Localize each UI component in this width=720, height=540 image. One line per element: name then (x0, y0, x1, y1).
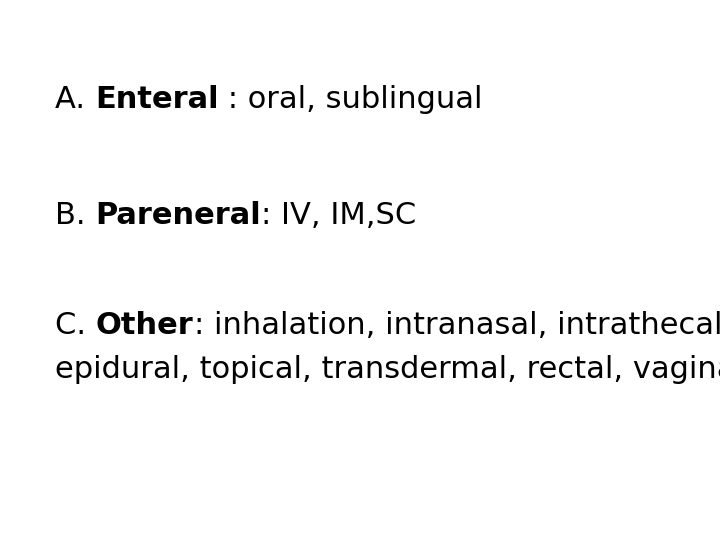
Text: Other: Other (96, 310, 194, 340)
Text: Enteral: Enteral (95, 85, 218, 114)
Text: : IV, IM,SC: : IV, IM,SC (261, 200, 416, 230)
Text: B.: B. (55, 200, 95, 230)
Text: epidural, topical, transdermal, rectal, vaginal: epidural, topical, transdermal, rectal, … (55, 355, 720, 384)
Text: A.: A. (55, 85, 95, 114)
Text: Pareneral: Pareneral (95, 200, 261, 230)
Text: : inhalation, intranasal, intrathecal,: : inhalation, intranasal, intrathecal, (194, 310, 720, 340)
Text: : oral, sublingual: : oral, sublingual (218, 85, 483, 114)
Text: C.: C. (55, 310, 96, 340)
